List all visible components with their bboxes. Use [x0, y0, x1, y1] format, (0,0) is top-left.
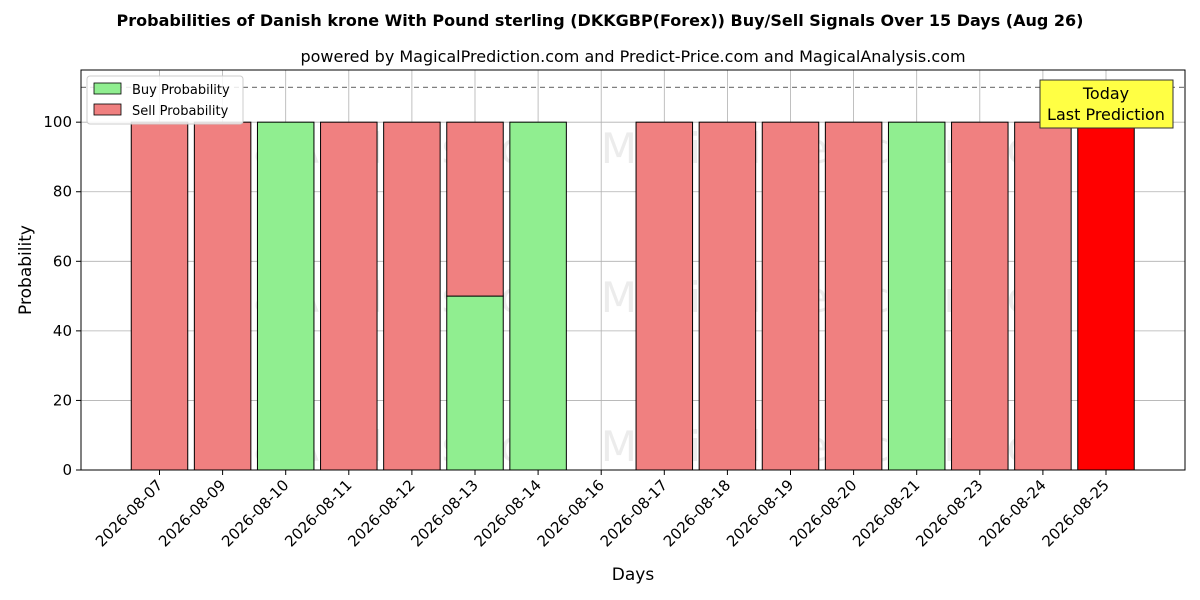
legend-swatch-sell: [93, 103, 122, 116]
bar-sell-2026-08-13: [446, 121, 504, 297]
x-tick-label: 2026-08-07: [92, 476, 166, 550]
bar-sell-2026-08-09: [193, 121, 252, 471]
chart-title: Probabilities of Danish krone With Pound…: [117, 11, 1084, 30]
y-axis-label: Probability: [16, 225, 36, 315]
bar-sell-2026-08-20: [824, 121, 883, 471]
bar-sell-2026-08-19: [761, 121, 820, 471]
legend: Buy Probability Sell Probability: [86, 75, 244, 125]
bar-sell-2026-08-18: [698, 121, 757, 471]
bar-sell-2026-08-23: [951, 121, 1009, 471]
plot-frame: [80, 69, 1186, 471]
x-tick-label: 2026-08-13: [407, 476, 481, 550]
x-tick-label: 2026-08-11: [281, 476, 355, 550]
bar-sell-2026-08-25: [1077, 121, 1135, 471]
x-tick-label: 2026-08-17: [597, 476, 671, 550]
y-tick-label: 60: [53, 252, 72, 270]
x-tick-label: 2026-08-14: [471, 476, 545, 550]
legend-label-buy: Buy Probability: [132, 83, 230, 98]
x-tick-label: 2026-08-23: [912, 476, 986, 550]
bar-sell-2026-08-12: [383, 121, 441, 471]
bar-buy-2026-08-10: [256, 121, 315, 471]
x-tick-label: 2026-08-20: [786, 476, 860, 550]
bar-sell-2026-08-11: [320, 121, 378, 471]
annotation-box: [1039, 79, 1174, 129]
annotation-line-2: Last Prediction: [1047, 105, 1165, 124]
bar-buy-2026-08-14: [509, 121, 567, 471]
bars: [130, 121, 1135, 471]
bar-sell-2026-08-07: [130, 121, 189, 471]
y-axis-ticks: 0 20 40 60 80 100: [43, 113, 81, 479]
y-tick-label: 20: [53, 391, 72, 409]
x-tick-label: 2026-08-24: [975, 476, 1049, 550]
bar-buy-2026-08-21: [887, 121, 946, 471]
x-tick-label: 2026-08-18: [660, 476, 734, 550]
today-annotation: Today Last Prediction: [1039, 79, 1174, 129]
legend-label-sell: Sell Probability: [132, 104, 229, 119]
x-tick-label: 2026-08-25: [1038, 476, 1112, 550]
x-tick-label: 2026-08-12: [344, 476, 418, 550]
x-axis-label: Days: [612, 565, 655, 585]
x-tick-label: 2026-08-09: [155, 476, 229, 550]
bar-sell-2026-08-24: [1014, 121, 1072, 471]
x-tick-label: 2026-08-19: [723, 476, 797, 550]
legend-swatch-buy: [93, 82, 122, 95]
y-tick-label: 0: [62, 461, 72, 479]
x-axis-ticks: 2026-08-072026-08-092026-08-102026-08-11…: [92, 470, 1113, 550]
chart-subtitle: powered by MagicalPrediction.com and Pre…: [300, 47, 965, 66]
y-tick-label: 80: [53, 183, 72, 201]
x-tick-label: 2026-08-10: [218, 476, 292, 550]
x-tick-label: 2026-08-16: [534, 476, 608, 550]
y-tick-label: 40: [53, 322, 72, 340]
y-tick-label: 100: [43, 113, 72, 131]
annotation-line-1: Today: [1082, 84, 1129, 103]
bar-buy-2026-08-13: [446, 295, 504, 471]
bar-sell-2026-08-17: [635, 121, 694, 471]
x-tick-label: 2026-08-21: [849, 476, 923, 550]
legend-frame: [86, 75, 244, 125]
